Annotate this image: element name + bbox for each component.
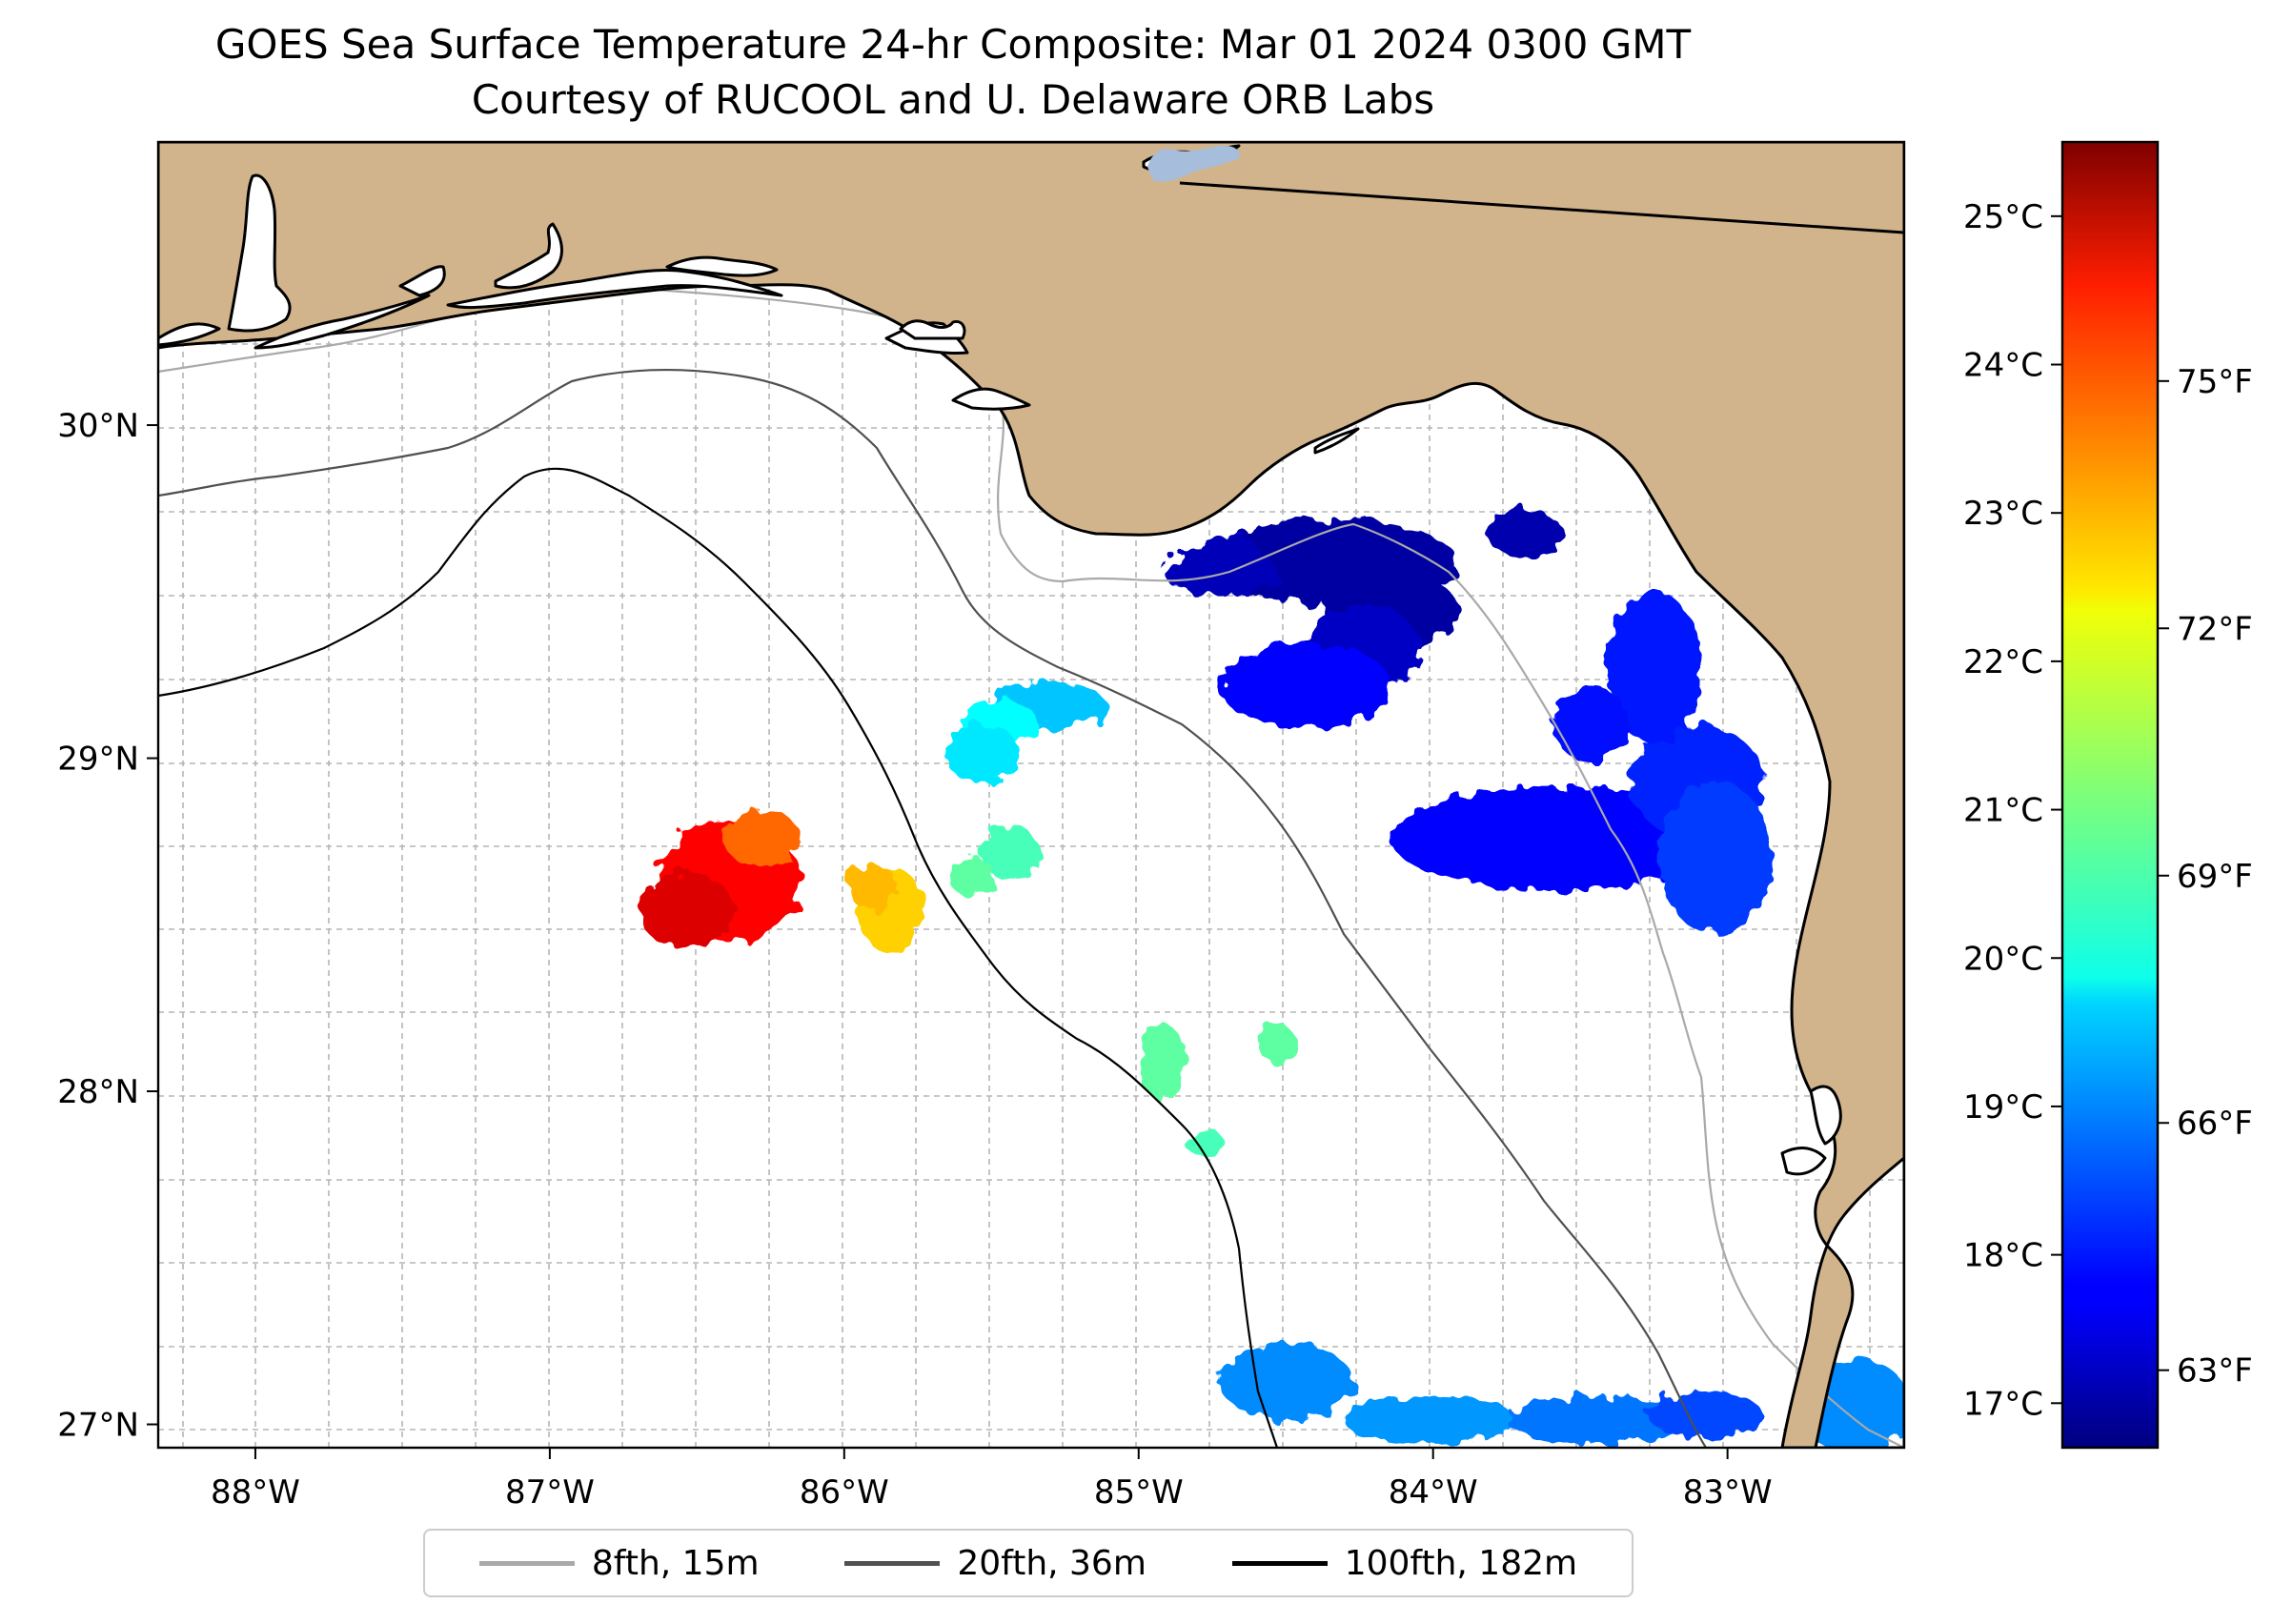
contour-20fth [158, 368, 1707, 1448]
sst-cell [848, 863, 896, 910]
celsius-tick-label: 24°C [1963, 347, 2043, 385]
sst-cell [1220, 643, 1391, 729]
colorbar-ticks: 17°C 18°C 19°C 20°C 21°C 22°C 23°C 24°C 25°C 63°F… [1963, 198, 2253, 1423]
sst-patch [1187, 1129, 1225, 1158]
lat-tick-label: 30°N [57, 407, 139, 445]
celsius-tick-label: 19°C [1963, 1088, 2043, 1127]
sst-cell [1506, 1396, 1696, 1444]
sst-patch [944, 681, 1106, 782]
fahrenheit-tick-label: 63°F [2177, 1352, 2253, 1391]
map-frame [156, 140, 1906, 1450]
sst-cell [1201, 534, 1258, 572]
sst-patch [948, 824, 1039, 896]
sst-cell [724, 810, 801, 867]
sst-cell [639, 872, 734, 948]
sst-cell [982, 824, 1039, 882]
lon-tick-label: 88°W [211, 1473, 300, 1512]
sst-cell [1658, 782, 1773, 934]
sst-patch [1391, 591, 1773, 934]
sst-cell [1139, 1025, 1187, 1101]
sst-cell [1606, 591, 1701, 743]
sst-cell [1553, 686, 1630, 762]
colorbar [2060, 140, 2160, 1450]
sst-cell [1187, 1129, 1225, 1158]
celsius-tick-label: 17°C [1963, 1385, 2043, 1423]
lon-tick-label: 85°W [1094, 1473, 1184, 1512]
axis-ticks: 88°W 87°W 86°W 85°W 84°W 83°W 27°N 28°N 29°N 30°N [57, 407, 1772, 1512]
map-subtitle: Courtesy of RUCOOL and U. Delaware ORB L… [471, 76, 1435, 123]
legend-item-20fth: 20fth, 36m [844, 1544, 1146, 1583]
sst-cell [1344, 1396, 1515, 1444]
fahrenheit-tick-label: 66°F [2177, 1105, 2253, 1143]
celsius-tick-label: 18°C [1963, 1237, 2043, 1275]
lat-tick-label: 29°N [57, 741, 139, 779]
celsius-tick-label: 23°C [1963, 495, 2043, 533]
fahrenheit-tick-label: 75°F [2177, 363, 2253, 401]
lon-tick-label: 87°W [505, 1473, 595, 1512]
sst-cell [1487, 510, 1563, 558]
lat-tick-label: 27°N [57, 1407, 139, 1445]
sst-layer [639, 510, 1904, 1448]
sst-cell [1258, 1025, 1296, 1063]
legend-swatch [844, 1560, 941, 1566]
map-title: GOES Sea Surface Temperature 24-hr Compo… [214, 21, 1692, 68]
lon-tick-label: 83°W [1683, 1473, 1773, 1512]
fahrenheit-tick-label: 72°F [2177, 610, 2253, 648]
sst-patch [1139, 1025, 1296, 1101]
sst-cell [1649, 1391, 1763, 1439]
celsius-tick-label: 22°C [1963, 643, 2043, 681]
lon-tick-label: 86°W [800, 1473, 889, 1512]
lon-tick-label: 84°W [1389, 1473, 1478, 1512]
state-boundary [1179, 181, 1904, 234]
legend-label: 8fth, 15m [591, 1543, 760, 1583]
legend-item-8fth: 8fth, 15m [478, 1543, 760, 1583]
legend-label: 100fth, 182m [1344, 1543, 1578, 1583]
sst-cell [1220, 1344, 1353, 1420]
sst-patch [1220, 1344, 1763, 1444]
inland-bays [158, 144, 1842, 1176]
sst-cell [948, 858, 996, 896]
sst-patch [1163, 510, 1563, 729]
celsius-tick-label: 21°C [1963, 792, 2043, 830]
fahrenheit-tick-label: 69°F [2177, 858, 2253, 896]
sst-cell [944, 724, 1020, 782]
legend-swatch [478, 1560, 575, 1566]
sst-patch [639, 810, 801, 948]
sst-patch [848, 863, 924, 953]
lat-tick-label: 28°N [57, 1073, 139, 1111]
celsius-tick-label: 20°C [1963, 940, 2043, 978]
contour-100fth [158, 467, 1279, 1448]
inland-lake [1146, 145, 1241, 182]
sst-cell [1391, 786, 1715, 891]
legend-item-100fth: 100fth, 182m [1231, 1543, 1578, 1583]
celsius-tick-label: 25°C [1963, 198, 2043, 236]
legend-label: 20fth, 36m [957, 1543, 1146, 1583]
legend-swatch [1231, 1560, 1328, 1566]
contour-legend: 8fth, 15m 20fth, 36m 100fth, 182m [423, 1529, 1634, 1597]
